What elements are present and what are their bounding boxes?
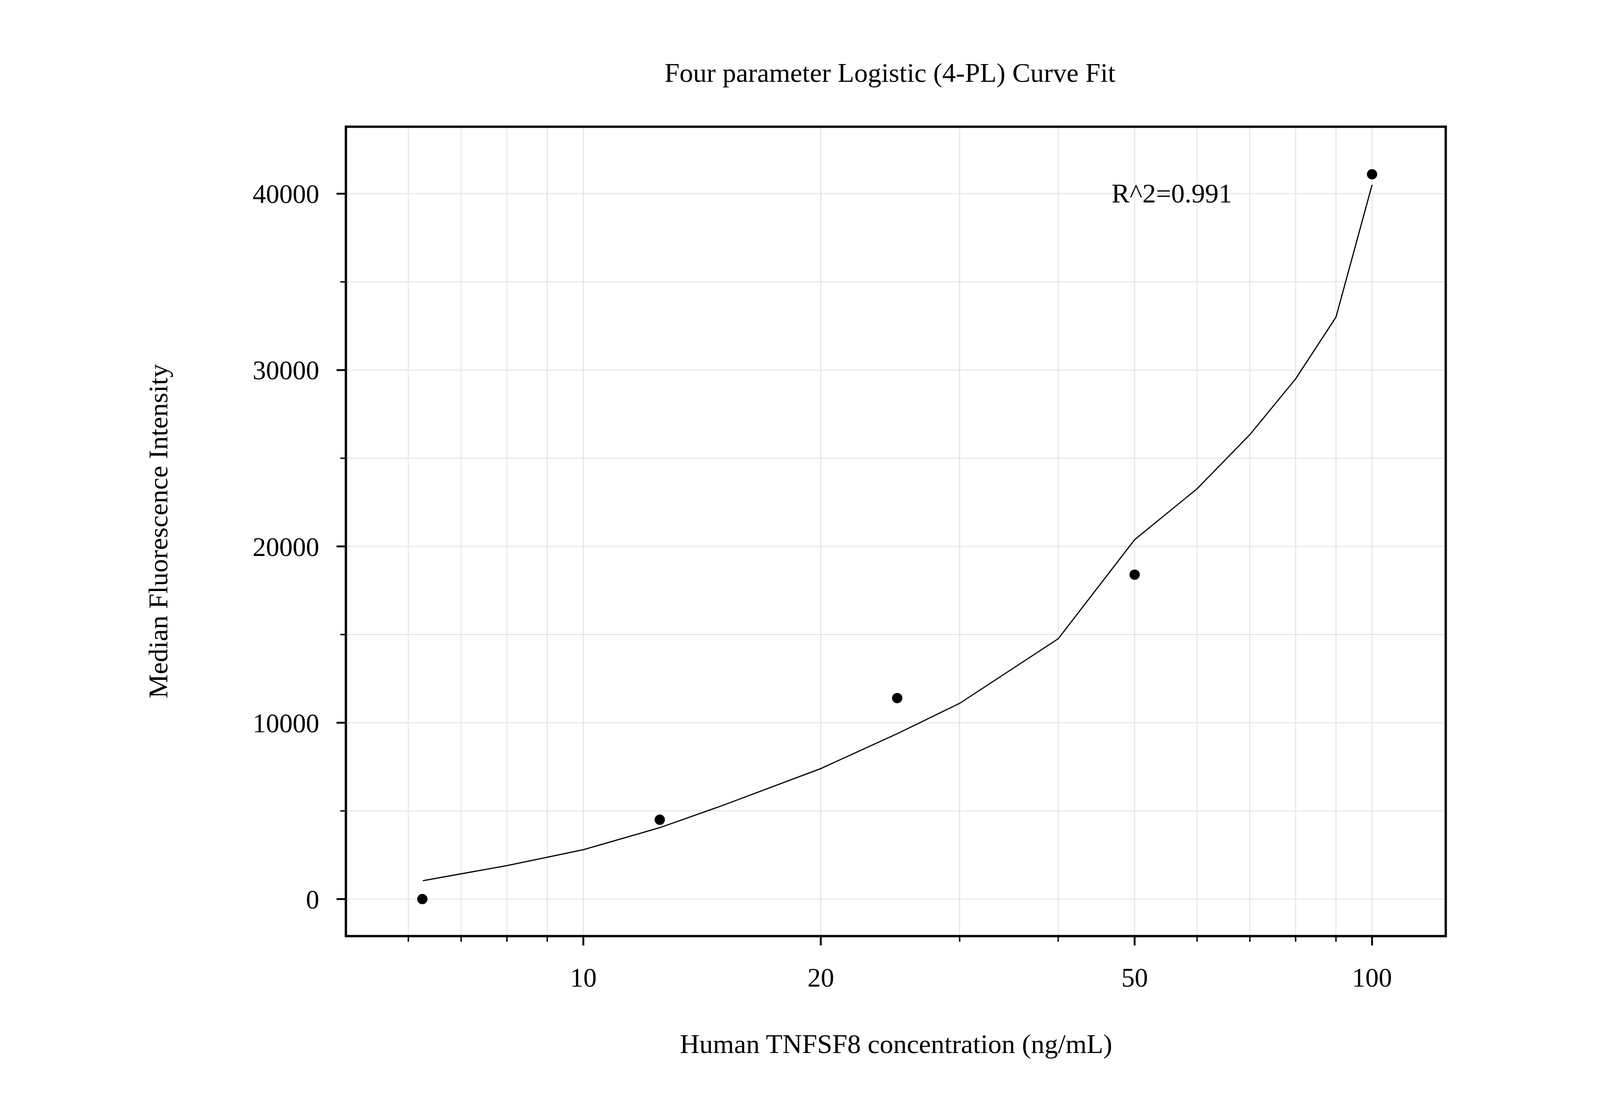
data-point — [1129, 569, 1140, 580]
x-minor-tick — [1335, 935, 1337, 942]
x-grid-line — [582, 126, 584, 936]
x-minor-grid-line — [546, 126, 548, 936]
y-grid-line — [345, 898, 1446, 900]
x-grid-line — [1371, 126, 1373, 936]
y-minor-grid-line — [345, 281, 1446, 283]
x-minor-grid-line — [408, 126, 409, 936]
x-tick-label: 10 — [569, 962, 597, 992]
x-minor-tick — [506, 935, 508, 942]
x-tick — [1370, 935, 1373, 946]
y-minor-grid-line — [345, 457, 1446, 459]
plot-data — [417, 169, 1378, 905]
x-grid-line — [820, 126, 822, 936]
data-point — [654, 814, 665, 825]
fit-curve — [423, 184, 1373, 881]
y-minor-grid-line — [345, 810, 1446, 811]
x-tick-label: 50 — [1121, 962, 1148, 992]
x-minor-grid-line — [1335, 126, 1337, 936]
x-minor-tick — [1248, 935, 1251, 942]
x-minor-tick — [407, 935, 409, 942]
x-tick — [582, 935, 585, 946]
y-grid-line — [345, 545, 1446, 547]
y-tick-label: 30000 — [252, 355, 320, 385]
x-tick — [1133, 935, 1136, 946]
y-minor-tick — [340, 633, 346, 636]
x-minor-tick — [1057, 935, 1059, 942]
plot-frame — [345, 126, 1446, 936]
x-tick-label: 20 — [807, 962, 834, 992]
y-minor-tick — [340, 810, 346, 812]
axes: 10 20 50 100 0 10000 20000 30000 40000 — [252, 179, 1393, 992]
y-tick — [336, 192, 346, 195]
y-tick-label: 10000 — [252, 708, 320, 738]
y-minor-tick — [340, 457, 346, 459]
x-minor-tick — [546, 935, 548, 942]
y-tick — [336, 545, 346, 548]
x-minor-tick — [460, 935, 462, 942]
x-minor-grid-line — [1295, 126, 1297, 936]
annotation: R^2=0.991 — [1111, 178, 1233, 209]
x-axis-label: Human TNFSF8 concentration (ng/mL) — [679, 1028, 1113, 1059]
x-minor-grid-line — [1249, 126, 1251, 936]
x-minor-tick — [959, 935, 961, 942]
x-grid-line — [1133, 126, 1135, 936]
y-axis-label: Median Fluorescence Intensity — [143, 363, 174, 698]
data-point — [417, 893, 428, 905]
x-minor-tick — [1294, 935, 1297, 942]
y-grid-line — [345, 369, 1446, 371]
y-minor-grid-line — [345, 633, 1446, 635]
y-grid-line — [345, 193, 1446, 194]
y-tick — [336, 897, 346, 900]
chart: 10 20 50 100 0 10000 20000 30000 40000 Four param… — [0, 0, 1600, 1118]
x-tick — [819, 935, 822, 946]
y-minor-tick — [340, 280, 346, 283]
x-minor-grid-line — [1057, 126, 1059, 936]
title: Four parameter Logistic (4-PL) Curve Fit — [664, 57, 1116, 88]
x-minor-grid-line — [460, 126, 462, 936]
x-minor-tick — [1196, 935, 1199, 942]
x-minor-grid-line — [1196, 126, 1198, 936]
data-point — [1366, 169, 1378, 180]
y-tick-label: 40000 — [252, 179, 320, 209]
y-tick — [336, 721, 346, 724]
x-minor-grid-line — [506, 126, 508, 936]
y-tick — [336, 368, 346, 371]
x-minor-grid-line — [959, 126, 961, 936]
data-point — [891, 692, 903, 704]
y-tick-label: 20000 — [252, 531, 320, 562]
grid — [345, 126, 1446, 936]
y-tick-label: 0 — [306, 884, 320, 914]
x-tick-label: 100 — [1352, 962, 1393, 992]
y-grid-line — [345, 722, 1446, 724]
